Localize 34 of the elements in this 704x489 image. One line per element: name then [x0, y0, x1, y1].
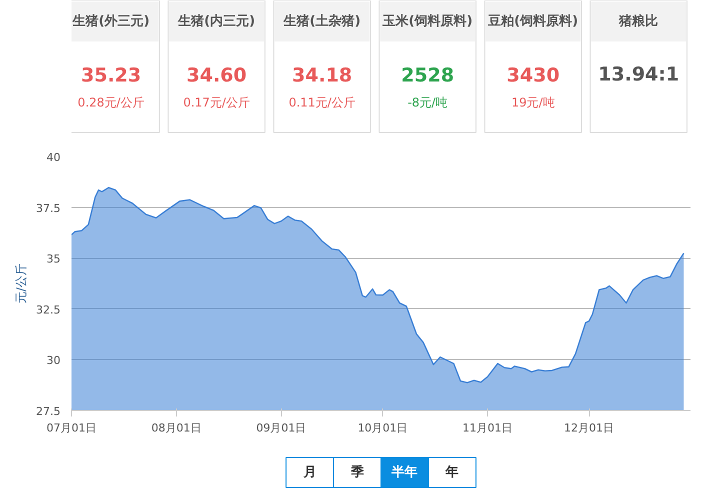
x-tick-label: 12月01日: [564, 422, 614, 434]
category-label: 生猪(外三元): [72, 14, 150, 29]
text: 3430: [506, 64, 560, 86]
text: 0.17元/公斤: [183, 96, 250, 110]
text: 0.28元/公斤: [78, 96, 144, 110]
text: 19元/吨: [511, 96, 555, 110]
x-tick-label: 07月01日: [46, 422, 97, 434]
text: 13.94:1: [598, 64, 680, 86]
category-label: 年: [444, 465, 459, 480]
x-tick-label: 09月01日: [256, 422, 306, 434]
x-tick-label: 08月01日: [151, 422, 202, 434]
x-tick-label: 11月01日: [462, 422, 513, 434]
y-tick-label: 32.5: [36, 303, 61, 316]
y-tick-label: 35: [46, 252, 61, 266]
category-label: 玉米(饲料原料): [382, 14, 473, 29]
category-label: 月: [302, 465, 316, 480]
category-label: 生猪(内三元): [177, 14, 256, 29]
y-tick-label: 37.5: [36, 202, 61, 215]
text: 34.18: [292, 64, 352, 86]
text: 35.23: [81, 64, 142, 86]
y-tick-label: 40: [46, 151, 61, 164]
x-tick-label: 10月01日: [358, 422, 408, 434]
y-axis-title: 元/公斤: [14, 263, 28, 304]
y-tick-label: 30: [46, 354, 61, 368]
text: 0.11元/公斤: [288, 96, 356, 110]
category-label: 生猪(土杂猪): [282, 14, 361, 29]
text: -8元/吨: [408, 96, 448, 110]
text: 34.60: [186, 64, 247, 86]
category-label: 半年: [390, 465, 418, 480]
category-label: 豆粕(饲料原料): [487, 14, 578, 29]
text: 2528: [401, 64, 454, 86]
y-tick-label: 27.5: [36, 405, 61, 418]
category-label: 猪粮比: [618, 13, 658, 29]
category-label: 季: [350, 464, 364, 480]
